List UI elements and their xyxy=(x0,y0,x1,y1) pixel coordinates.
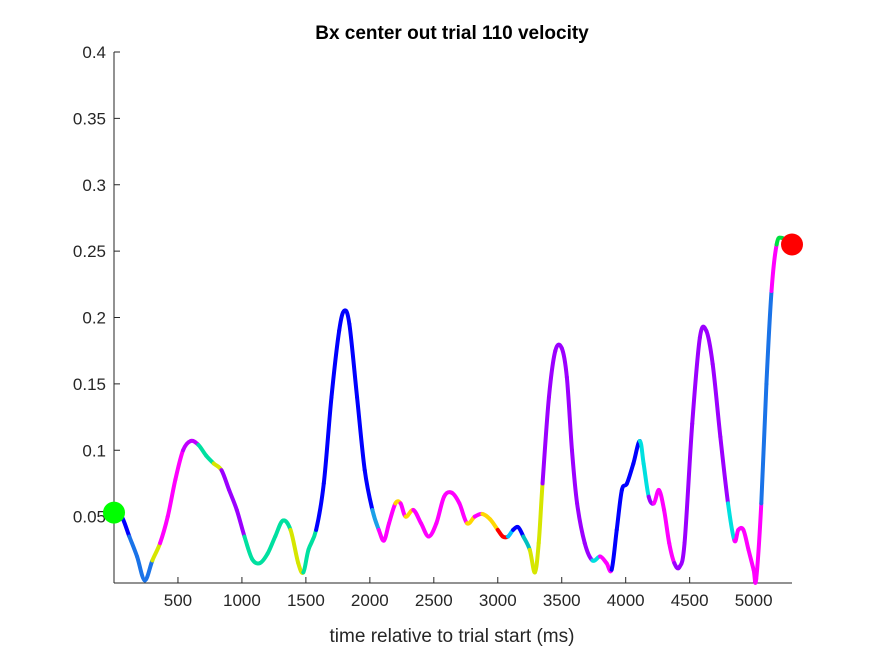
series-segment xyxy=(381,521,392,543)
series-segment xyxy=(718,434,731,506)
y-tick-label: 0.4 xyxy=(82,43,106,62)
series-segment xyxy=(662,507,672,546)
series-segment xyxy=(347,322,360,400)
series-segment xyxy=(387,501,398,526)
y-tick-label: 0.1 xyxy=(82,441,106,460)
end-marker xyxy=(781,233,803,256)
x-tick-label: 1500 xyxy=(287,591,325,610)
series-segment xyxy=(690,335,702,426)
y-tick-label: 0.3 xyxy=(82,176,106,195)
series-segment xyxy=(419,521,431,539)
series-segment xyxy=(614,488,624,532)
series-segment xyxy=(667,541,677,566)
y-tick-label: 0.15 xyxy=(73,375,106,394)
series-segment xyxy=(426,521,439,539)
series-segment xyxy=(682,421,695,546)
series-segment xyxy=(158,514,170,546)
series-segment xyxy=(127,534,140,559)
x-tick-label: 4500 xyxy=(671,591,709,610)
chart-title: Bx center out trial 110 velocity xyxy=(315,23,589,44)
series-segment xyxy=(609,527,619,572)
series-segment xyxy=(677,541,687,570)
series-segment xyxy=(173,448,186,482)
x-tick-label: 500 xyxy=(164,591,192,610)
x-tick-label: 2000 xyxy=(351,591,389,610)
series-segment xyxy=(631,438,642,466)
series-segment xyxy=(273,518,285,539)
series-segment xyxy=(624,461,636,486)
series-segment xyxy=(746,547,756,572)
y-tick-label: 0.05 xyxy=(73,508,106,527)
endpoint-markers xyxy=(103,233,803,524)
series-segment xyxy=(219,468,232,493)
series-segment xyxy=(314,481,326,532)
series-segment xyxy=(741,527,751,552)
series-segment xyxy=(582,541,595,563)
series-segment xyxy=(165,477,178,519)
series-segment xyxy=(575,501,587,546)
x-tick-label: 3500 xyxy=(543,591,581,610)
series-segment xyxy=(234,507,247,539)
series-segment xyxy=(754,501,764,582)
series-segment xyxy=(362,468,375,512)
series-segment xyxy=(370,507,381,532)
x-axis-label: time relative to trial start (ms) xyxy=(330,626,575,647)
series-segment xyxy=(411,507,424,526)
series-segment xyxy=(764,288,774,386)
series-segment xyxy=(769,242,779,293)
series-segment xyxy=(704,328,715,366)
series-segment xyxy=(641,461,651,499)
series-segment xyxy=(564,375,574,453)
series-segment xyxy=(536,481,545,546)
y-tick-label: 0.25 xyxy=(73,242,106,261)
axis-ticks: 500 1000 1500 2000 2500 3000 3500 4000 4500 5000 0… xyxy=(73,43,773,610)
y-tick-label: 0.2 xyxy=(82,309,106,328)
x-tick-label: 3000 xyxy=(479,591,517,610)
series-segment xyxy=(710,361,723,439)
y-tick-label: 0.35 xyxy=(73,109,106,128)
x-tick-label: 1000 xyxy=(223,591,261,610)
series-segment xyxy=(135,554,147,583)
series-segment xyxy=(398,501,408,519)
series-segment xyxy=(288,527,301,566)
series-segment xyxy=(242,534,255,562)
x-tick-label: 5000 xyxy=(735,591,773,610)
series-segment xyxy=(301,547,311,575)
velocity-series xyxy=(112,235,794,585)
series-segment xyxy=(355,395,367,473)
series-segment xyxy=(342,308,352,327)
plot-area: 500 1000 1500 2000 2500 3000 3500 4000 4500 5000 0… xyxy=(73,43,803,610)
series-segment xyxy=(559,346,569,380)
series-segment xyxy=(150,541,163,563)
series-segment xyxy=(119,514,132,539)
start-marker xyxy=(103,501,125,524)
series-segment xyxy=(142,558,155,583)
series-segment xyxy=(329,328,342,400)
series-segment xyxy=(527,547,537,575)
series-segment xyxy=(540,395,551,486)
series-segment xyxy=(227,488,239,512)
series-segment xyxy=(457,501,470,526)
series-segment xyxy=(637,438,646,466)
series-segment xyxy=(569,448,580,506)
series-segment xyxy=(726,501,737,543)
series-segment xyxy=(656,488,667,512)
x-tick-label: 2500 xyxy=(415,591,453,610)
series-segment xyxy=(759,381,769,506)
series-segment xyxy=(532,541,541,575)
series-segment xyxy=(265,534,278,556)
x-tick-label: 4000 xyxy=(607,591,645,610)
series-segment xyxy=(434,494,447,526)
series-segment xyxy=(521,534,532,552)
series-segment xyxy=(306,527,319,552)
series-segment xyxy=(321,395,334,486)
series-segment xyxy=(546,348,558,400)
series-segment xyxy=(337,308,347,333)
